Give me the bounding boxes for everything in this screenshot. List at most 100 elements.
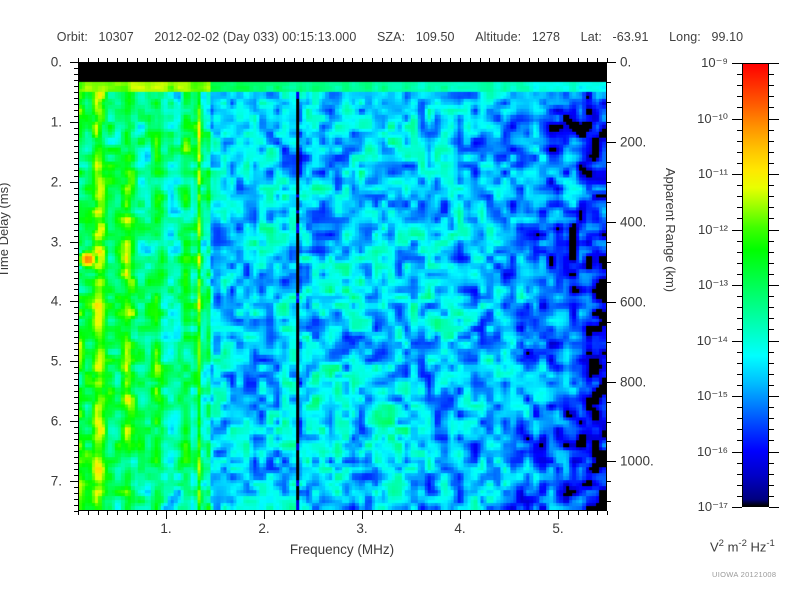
colorbar-minor-tick-right [769, 463, 774, 464]
x-minor-tick [587, 511, 588, 515]
x-tick-label: 4. [454, 521, 466, 536]
y-tick-label: 2. [50, 174, 62, 190]
x-minor-tick [372, 511, 373, 515]
y2-tick-label: 400. [620, 214, 647, 230]
credit-text: UIOWA 20121008 [712, 570, 777, 579]
x-top-minor-tick [382, 58, 383, 62]
observation-datetime: 2012-02-02 (Day 033) 00:15:13.000 [154, 30, 357, 44]
units-m: m [723, 539, 739, 555]
y-minor-tick [74, 379, 78, 380]
x-minor-tick [137, 511, 138, 515]
x-top-minor-tick [450, 58, 451, 62]
y-minor-tick [74, 469, 78, 470]
colorbar-tick-label: 10⁻⁹ [701, 55, 728, 70]
x-minor-tick [578, 511, 579, 515]
y2-major-tick [607, 382, 616, 383]
x-minor-tick [597, 511, 598, 515]
x-minor-tick [607, 511, 608, 515]
y-minor-tick [74, 427, 78, 428]
colorbar-minor-tick-right [769, 130, 774, 131]
y2-minor-tick [607, 322, 611, 323]
sza-label: SZA: [377, 30, 406, 44]
x-tick-label: 3. [356, 521, 368, 536]
y-minor-tick [74, 331, 78, 332]
sza-value: 109.50 [415, 30, 455, 44]
x-top-minor-tick [343, 58, 344, 62]
y-major-tick [70, 301, 78, 302]
colorbar-minor-tick-right [769, 485, 774, 486]
x-axis-title: Frequency (MHz) [289, 542, 395, 557]
colorbar-major-tick-left [732, 341, 742, 342]
x-minor-tick [313, 511, 314, 515]
orbit-value: 10307 [98, 30, 134, 44]
y-minor-tick [74, 86, 78, 87]
x-top-minor-tick [323, 58, 324, 62]
y-minor-tick [74, 307, 78, 308]
colorbar-minor-tick-left [737, 152, 742, 153]
y-minor-tick [74, 373, 78, 374]
y-tick-label: 4. [50, 293, 62, 309]
x-minor-tick [470, 511, 471, 515]
y-minor-tick [74, 92, 78, 93]
x-minor-tick [274, 511, 275, 515]
y-minor-tick [74, 104, 78, 105]
y-minor-tick [74, 511, 78, 512]
x-tick-label: 1. [160, 521, 172, 536]
x-minor-tick [499, 511, 500, 515]
y2-tick-label: 0. [620, 54, 632, 70]
colorbar-minor-tick-left [737, 352, 742, 353]
y-minor-tick [74, 224, 78, 225]
x-top-minor-tick [352, 58, 353, 62]
y-minor-tick [74, 409, 78, 410]
colorbar-minor-tick-left [737, 163, 742, 164]
colorbar-major-tick-right [769, 341, 779, 342]
x-major-tick [558, 511, 559, 519]
y-minor-tick [74, 349, 78, 350]
y-minor-tick [74, 487, 78, 488]
y-minor-tick [74, 272, 78, 273]
x-top-minor-tick [587, 58, 588, 62]
x-top-minor-tick [186, 58, 187, 62]
colorbar-major-tick-right [769, 174, 779, 175]
x-top-minor-tick [176, 58, 177, 62]
x-top-minor-tick [431, 58, 432, 62]
y-major-tick [70, 481, 78, 482]
colorbar-minor-tick-right [769, 74, 774, 75]
y-minor-tick [74, 289, 78, 290]
x-top-minor-tick [88, 58, 89, 62]
x-top-minor-tick [529, 58, 530, 62]
x-top-minor-tick [519, 58, 520, 62]
y-minor-tick [74, 445, 78, 446]
x-minor-tick [411, 511, 412, 515]
x-top-minor-tick [421, 58, 422, 62]
y2-minor-tick [607, 162, 611, 163]
x-minor-tick [509, 511, 510, 515]
y-minor-tick [74, 152, 78, 153]
x-minor-tick [245, 511, 246, 515]
y-minor-tick [74, 337, 78, 338]
y-minor-tick [74, 493, 78, 494]
colorbar-minor-tick-right [769, 252, 774, 253]
y-minor-tick [74, 403, 78, 404]
y-minor-tick [74, 188, 78, 189]
colorbar-minor-tick-left [737, 407, 742, 408]
y-tick-label: 6. [50, 413, 62, 429]
x-top-minor-tick [470, 58, 471, 62]
x-major-tick [460, 511, 461, 519]
y-minor-tick [74, 212, 78, 213]
y2-minor-tick [607, 441, 611, 442]
y-minor-tick [74, 110, 78, 111]
y-minor-tick [74, 176, 78, 177]
colorbar-minor-tick-right [769, 352, 774, 353]
y-major-tick [70, 361, 78, 362]
x-minor-tick [382, 511, 383, 515]
y-minor-tick [74, 457, 78, 458]
x-top-minor-tick [548, 58, 549, 62]
colorbar-tick-label: 10⁻¹⁴ [696, 333, 728, 348]
y-minor-tick [74, 475, 78, 476]
x-top-minor-tick [245, 58, 246, 62]
x-minor-tick [98, 511, 99, 515]
x-minor-tick [147, 511, 148, 515]
x-top-minor-tick [362, 58, 363, 62]
